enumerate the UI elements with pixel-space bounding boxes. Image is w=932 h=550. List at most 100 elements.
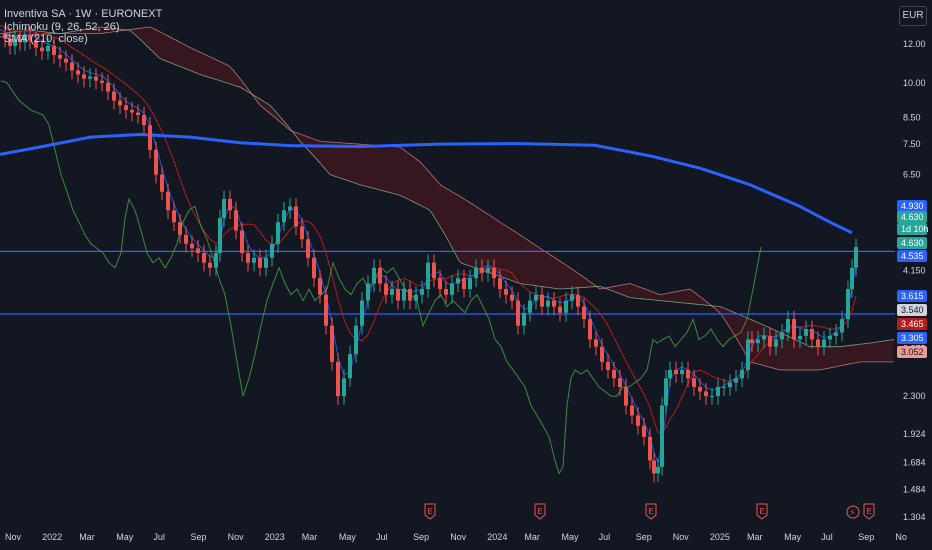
candle-body[interactable] bbox=[828, 335, 832, 340]
candle-body[interactable] bbox=[312, 257, 316, 279]
chart-title[interactable]: Inventiva SA · 1W · EURONEXT bbox=[4, 8, 163, 20]
candle-body[interactable] bbox=[70, 62, 74, 71]
candle-body[interactable] bbox=[18, 38, 22, 43]
candle-body[interactable] bbox=[82, 74, 86, 79]
candle-body[interactable] bbox=[300, 226, 304, 240]
candle-body[interactable] bbox=[840, 319, 844, 333]
candle-body[interactable] bbox=[606, 361, 610, 370]
candle-body[interactable] bbox=[294, 206, 298, 227]
candle-body[interactable] bbox=[354, 325, 358, 355]
candle-body[interactable] bbox=[76, 70, 80, 75]
earnings-marker[interactable]: E bbox=[424, 503, 436, 520]
candle-body[interactable] bbox=[438, 278, 442, 290]
candle-body[interactable] bbox=[172, 210, 176, 223]
candle-body[interactable] bbox=[816, 339, 820, 347]
candle-body[interactable] bbox=[142, 114, 146, 126]
candle-body[interactable] bbox=[154, 149, 158, 175]
candle-body[interactable] bbox=[576, 294, 580, 307]
candle-body[interactable] bbox=[240, 230, 244, 254]
candle-body[interactable] bbox=[516, 300, 520, 326]
candle-body[interactable] bbox=[348, 354, 352, 379]
candle-body[interactable] bbox=[396, 289, 400, 301]
candle-body[interactable] bbox=[360, 300, 364, 326]
candle-body[interactable] bbox=[46, 45, 50, 52]
candle-body[interactable] bbox=[136, 112, 140, 115]
candle-body[interactable] bbox=[178, 222, 182, 235]
candle-body[interactable] bbox=[792, 319, 796, 340]
candle-body[interactable] bbox=[288, 206, 292, 211]
candle-body[interactable] bbox=[850, 267, 854, 290]
candle-body[interactable] bbox=[196, 248, 200, 254]
candle-body[interactable] bbox=[504, 289, 508, 295]
dividend-marker[interactable]: ⚡ bbox=[846, 505, 860, 519]
candle-body[interactable] bbox=[106, 82, 110, 92]
candle-body[interactable] bbox=[202, 253, 206, 263]
candle-body[interactable] bbox=[750, 339, 754, 344]
candle-body[interactable] bbox=[234, 210, 238, 231]
candle-body[interactable] bbox=[768, 335, 772, 347]
candle-body[interactable] bbox=[318, 278, 322, 295]
earnings-marker[interactable]: E bbox=[645, 503, 657, 520]
candle-body[interactable] bbox=[432, 262, 436, 279]
candle-body[interactable] bbox=[342, 378, 346, 397]
candle-body[interactable] bbox=[552, 300, 556, 307]
candle-body[interactable] bbox=[252, 257, 256, 263]
candle-body[interactable] bbox=[600, 346, 604, 362]
candle-body[interactable] bbox=[686, 369, 690, 379]
candle-body[interactable] bbox=[546, 300, 550, 307]
candle-body[interactable] bbox=[408, 289, 412, 301]
candle-body[interactable] bbox=[100, 80, 104, 83]
candle-body[interactable] bbox=[612, 369, 616, 379]
candle-body[interactable] bbox=[246, 253, 250, 263]
candle-body[interactable] bbox=[420, 289, 424, 295]
candle-body[interactable] bbox=[58, 54, 62, 59]
candle-body[interactable] bbox=[716, 386, 720, 397]
currency-button[interactable]: EUR bbox=[899, 6, 927, 26]
candle-body[interactable] bbox=[540, 294, 544, 307]
candle-body[interactable] bbox=[258, 257, 262, 268]
candle-body[interactable] bbox=[264, 257, 268, 268]
candle-body[interactable] bbox=[846, 289, 850, 320]
candle-body[interactable] bbox=[88, 76, 92, 79]
candle-body[interactable] bbox=[214, 253, 218, 268]
candle-body[interactable] bbox=[184, 234, 188, 244]
candle-body[interactable] bbox=[372, 267, 376, 284]
earnings-marker[interactable]: E bbox=[534, 503, 546, 520]
candle-body[interactable] bbox=[498, 278, 502, 290]
candle-body[interactable] bbox=[456, 278, 460, 284]
candle-body[interactable] bbox=[166, 191, 170, 211]
candle-body[interactable] bbox=[94, 76, 98, 81]
candle-body[interactable] bbox=[762, 335, 766, 340]
candle-body[interactable] bbox=[130, 110, 134, 113]
candle-body[interactable] bbox=[648, 436, 652, 461]
candle-body[interactable] bbox=[366, 283, 370, 301]
candle-body[interactable] bbox=[734, 378, 738, 383]
candle-body[interactable] bbox=[124, 105, 128, 111]
candle-body[interactable] bbox=[208, 262, 212, 268]
candle-body[interactable] bbox=[588, 319, 592, 340]
candle-body[interactable] bbox=[660, 405, 664, 467]
candle-body[interactable] bbox=[582, 306, 586, 320]
candle-body[interactable] bbox=[8, 38, 12, 46]
candle-body[interactable] bbox=[228, 198, 232, 211]
candle-body[interactable] bbox=[118, 100, 122, 106]
candle-body[interactable] bbox=[112, 91, 116, 101]
indicator-sma[interactable]: SMA (210, close) bbox=[4, 33, 88, 45]
candle-body[interactable] bbox=[40, 47, 44, 52]
candle-body[interactable] bbox=[324, 294, 328, 326]
candle-body[interactable] bbox=[564, 300, 568, 313]
candle-body[interactable] bbox=[624, 386, 628, 406]
candle-body[interactable] bbox=[34, 40, 38, 48]
candle-body[interactable] bbox=[834, 332, 838, 336]
candle-body[interactable] bbox=[306, 239, 310, 258]
candle-body[interactable] bbox=[330, 325, 334, 362]
candle-body[interactable] bbox=[698, 386, 702, 392]
candle-body[interactable] bbox=[656, 466, 660, 474]
candle-body[interactable] bbox=[522, 312, 526, 326]
candle-body[interactable] bbox=[486, 267, 490, 273]
candle-body[interactable] bbox=[270, 243, 274, 258]
candle-body[interactable] bbox=[160, 174, 164, 192]
candle-body[interactable] bbox=[426, 262, 430, 290]
candle-body[interactable] bbox=[780, 332, 784, 340]
candle-body[interactable] bbox=[740, 369, 744, 379]
